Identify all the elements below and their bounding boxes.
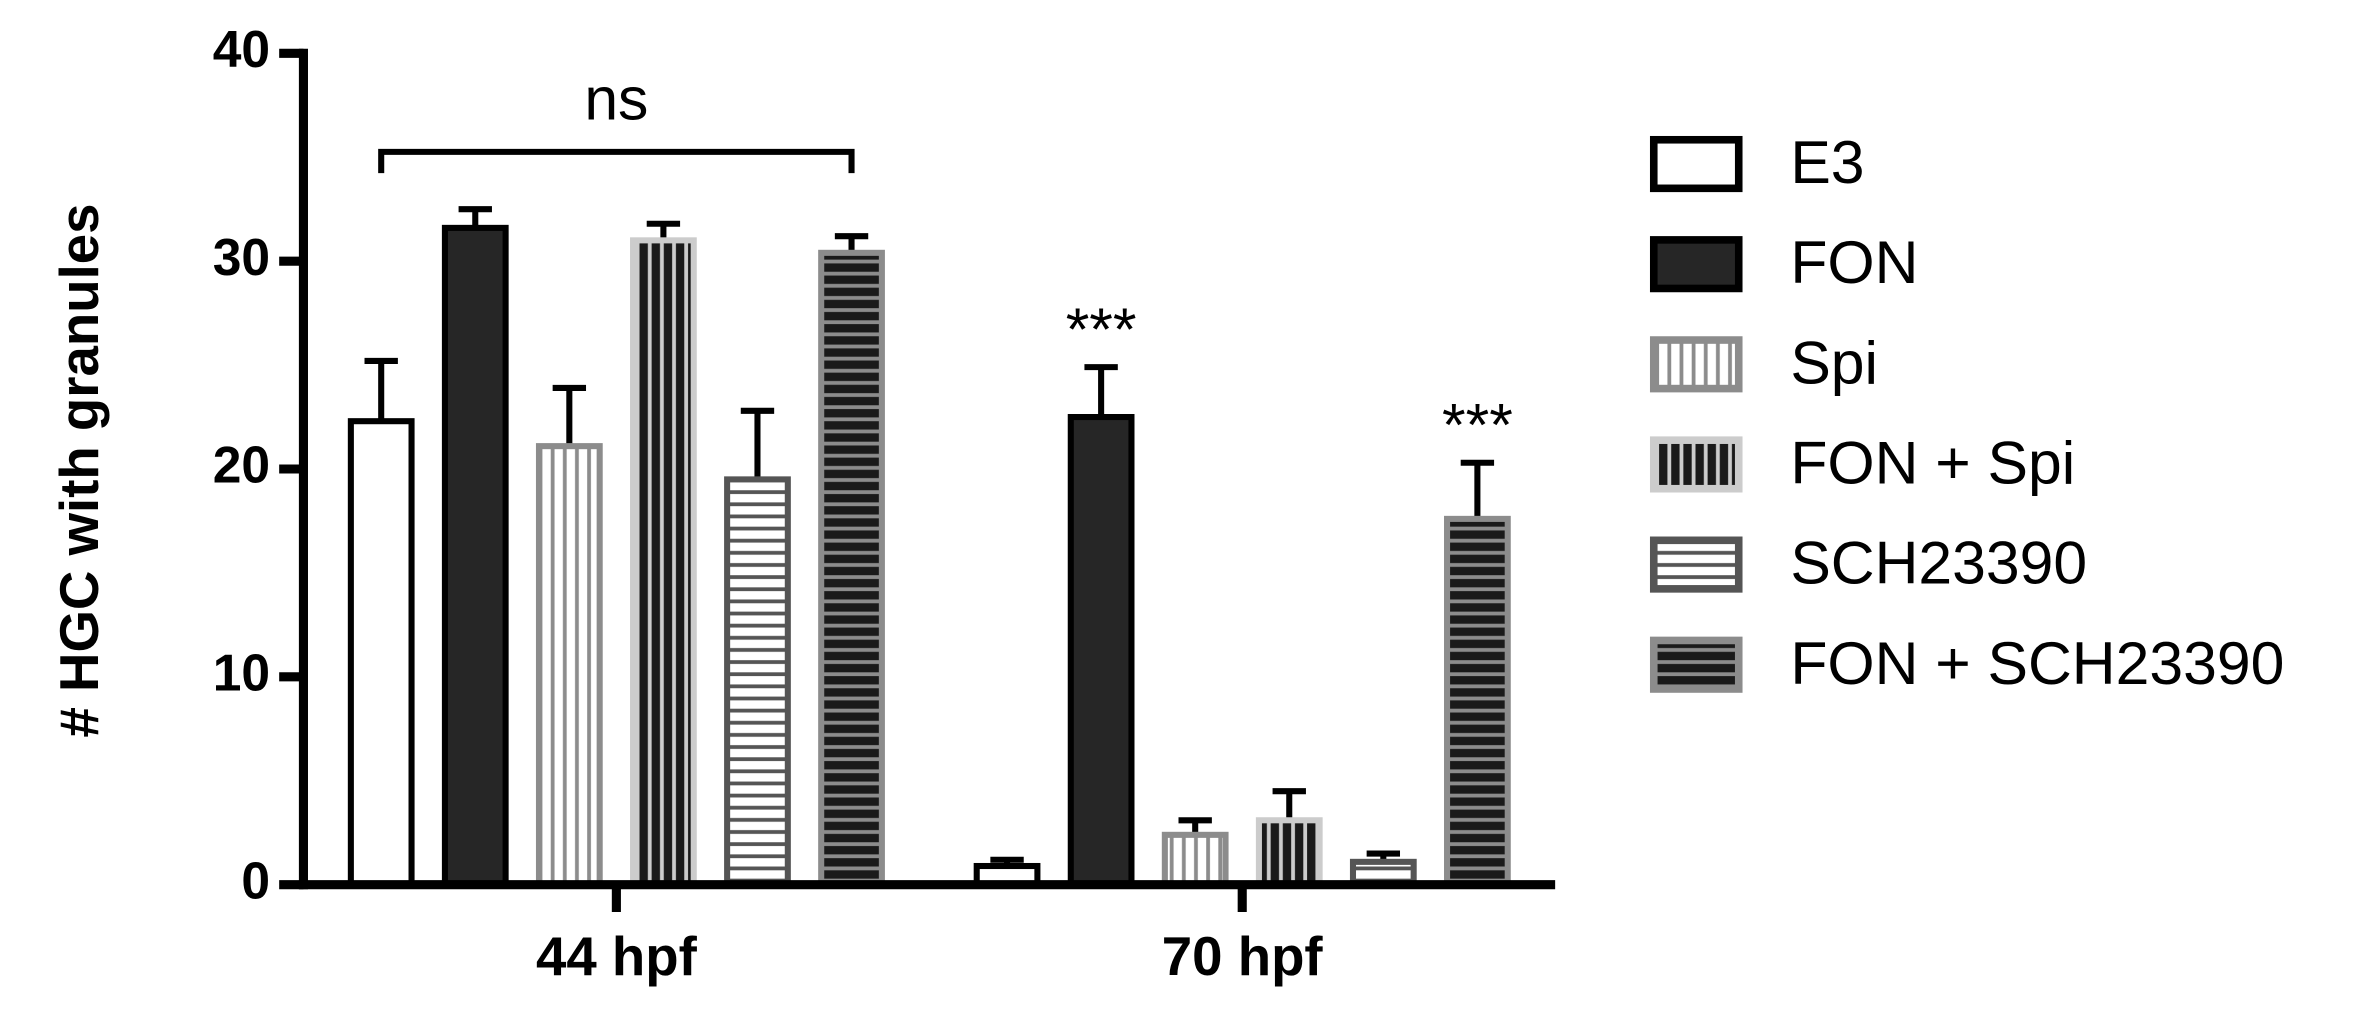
significance-bracket xyxy=(378,148,855,174)
bar xyxy=(441,224,509,888)
bar xyxy=(1444,515,1511,888)
bar xyxy=(1067,414,1135,888)
y-tick-label: 40 xyxy=(213,20,270,78)
legend-swatch xyxy=(1649,436,1743,493)
legend-swatch xyxy=(1649,135,1743,193)
bar xyxy=(724,476,791,888)
annotation: *** xyxy=(1066,295,1137,363)
bar xyxy=(347,418,415,888)
legend-swatch xyxy=(1649,636,1743,693)
bar xyxy=(630,237,697,888)
y-tick-label: 20 xyxy=(213,436,270,494)
legend-label: Spi xyxy=(1790,328,1878,396)
x-tick-label: 44 hpf xyxy=(536,926,698,987)
y-tick-label: 10 xyxy=(213,643,270,701)
legend-swatch xyxy=(1649,536,1743,593)
legend-swatch xyxy=(1649,336,1743,393)
legend-label: E3 xyxy=(1790,128,1864,196)
y-axis-label: # HGC with granules xyxy=(49,203,110,737)
annotation: ns xyxy=(584,64,648,132)
legend-swatch xyxy=(1649,236,1743,293)
y-tick-label: 30 xyxy=(213,228,270,286)
bar xyxy=(818,249,885,888)
bar xyxy=(1255,817,1323,888)
x-tick-label: 70 hpf xyxy=(1162,926,1324,987)
legend-label: FON + Spi xyxy=(1790,429,2075,497)
legend-label: SCH23390 xyxy=(1790,529,2087,597)
legend-label: FON xyxy=(1790,228,1918,296)
annotation: *** xyxy=(1442,390,1513,458)
bar xyxy=(1161,831,1229,888)
legend-label: FON + SCH23390 xyxy=(1790,629,2284,697)
bar xyxy=(535,443,603,888)
y-tick-label: 0 xyxy=(241,851,270,909)
